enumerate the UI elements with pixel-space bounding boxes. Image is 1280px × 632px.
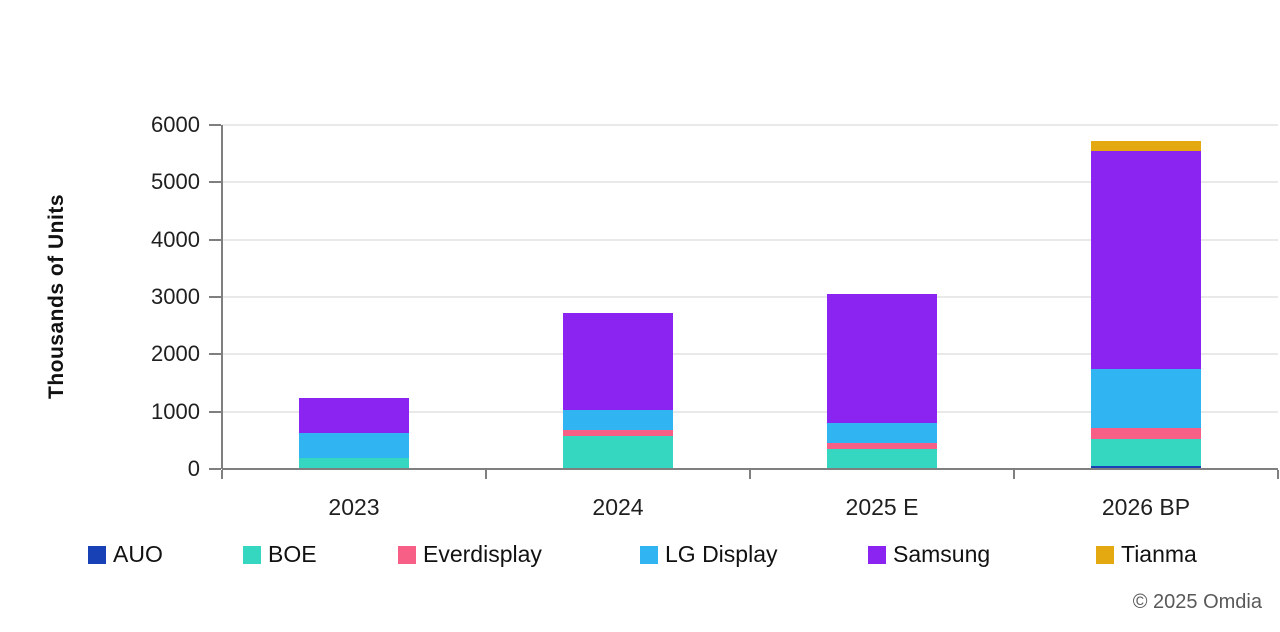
bar-segment-lg-display-2026-BP xyxy=(1091,368,1201,429)
y-tick-mark-0 xyxy=(209,468,221,470)
legend-label: Everdisplay xyxy=(423,541,542,567)
bar-2023 xyxy=(299,397,409,469)
bar-segment-samsung-2025-E xyxy=(827,293,937,423)
bar-segment-samsung-2023 xyxy=(299,397,409,433)
legend: AUO BOE Everdisplay LG Display Samsung Tianma xyxy=(0,541,1280,571)
y-axis-line xyxy=(221,125,223,469)
legend-label: Samsung xyxy=(893,541,991,567)
y-tick-mark-1000 xyxy=(209,410,221,413)
legend-item-tianma: Tianma xyxy=(1096,541,1197,568)
y-tick-label-1000: 1000 xyxy=(151,398,200,424)
bar-segment-everdisplay-2026-BP xyxy=(1091,428,1201,439)
y-tick-label-5000: 5000 xyxy=(151,169,200,195)
y-tick-label-2000: 2000 xyxy=(151,341,200,367)
y-tick-mark-6000 xyxy=(209,124,221,126)
copyright-text: © 2025 Omdia xyxy=(1132,591,1262,613)
legend-swatch-tianma xyxy=(1096,545,1114,564)
gridline-4000 xyxy=(222,238,1278,241)
bar-segment-boe-2026-BP xyxy=(1091,438,1201,467)
legend-item-lg-display: LG Display xyxy=(640,541,777,568)
legend-item-everdisplay: Everdisplay xyxy=(398,541,542,568)
x-axis-line xyxy=(222,468,1278,470)
x-tick-label-2023: 2023 xyxy=(328,494,380,520)
gridline-3000 xyxy=(222,296,1278,298)
bar-segment-lg-display-2025-E xyxy=(827,422,937,443)
legend-item-auo: AUO xyxy=(88,541,163,568)
y-tick-mark-5000 xyxy=(209,181,221,184)
gridline-1000 xyxy=(222,410,1278,413)
bar-2024 xyxy=(563,312,673,469)
gridline-2000 xyxy=(222,353,1278,356)
y-tick-label-4000: 4000 xyxy=(151,226,200,252)
legend-label: Tianma xyxy=(1121,541,1197,567)
gridline-6000 xyxy=(222,124,1278,126)
bar-segment-boe-2024 xyxy=(563,435,673,469)
x-tick-mark-3 xyxy=(1013,470,1015,479)
bar-segment-auo-2026-BP xyxy=(1091,466,1201,469)
x-tick-label-2024: 2024 xyxy=(592,494,644,520)
legend-swatch-boe xyxy=(243,545,261,564)
bar-segment-boe-2023 xyxy=(299,457,409,469)
bar-segment-everdisplay-2024 xyxy=(563,430,673,436)
bar-segment-tianma-2026-BP xyxy=(1091,141,1201,151)
bar-2025-E xyxy=(827,293,937,469)
bar-segment-lg-display-2023 xyxy=(299,432,409,458)
legend-label: AUO xyxy=(113,541,163,567)
y-tick-label-6000: 6000 xyxy=(151,112,200,137)
x-tick-mark-4 xyxy=(1277,470,1279,479)
y-axis-title: Thousands of Units xyxy=(45,194,68,400)
x-tick-label-2025-E: 2025 E xyxy=(845,494,919,520)
y-tick-mark-4000 xyxy=(209,238,221,241)
plot-area xyxy=(209,124,1279,479)
bar-segment-samsung-2026-BP xyxy=(1091,150,1201,369)
y-tick-mark-3000 xyxy=(209,296,221,298)
gridline-5000 xyxy=(222,181,1278,184)
x-tick-mark-2 xyxy=(749,470,751,479)
legend-item-boe: BOE xyxy=(243,541,317,568)
bar-segment-everdisplay-2025-E xyxy=(827,442,937,449)
legend-swatch-samsung xyxy=(868,545,886,564)
x-tick-label-2026-BP: 2026 BP xyxy=(1101,494,1191,520)
legend-label: LG Display xyxy=(665,541,778,567)
legend-label: BOE xyxy=(268,541,317,567)
legend-swatch-lg-display xyxy=(640,545,658,564)
legend-swatch-auo xyxy=(88,545,106,564)
y-tick-label-3000: 3000 xyxy=(151,284,200,309)
bar-2026-BP xyxy=(1091,141,1201,469)
y-tick-mark-2000 xyxy=(209,353,221,356)
bar-segment-lg-display-2024 xyxy=(563,409,673,431)
legend-item-samsung: Samsung xyxy=(868,541,990,568)
x-tick-mark-1 xyxy=(485,470,487,479)
y-tick-label-0: 0 xyxy=(187,456,200,481)
bar-segment-boe-2025-E xyxy=(827,448,937,469)
bar-segment-samsung-2024 xyxy=(563,312,673,410)
legend-swatch-everdisplay xyxy=(398,545,416,564)
x-tick-mark-0 xyxy=(221,470,223,479)
